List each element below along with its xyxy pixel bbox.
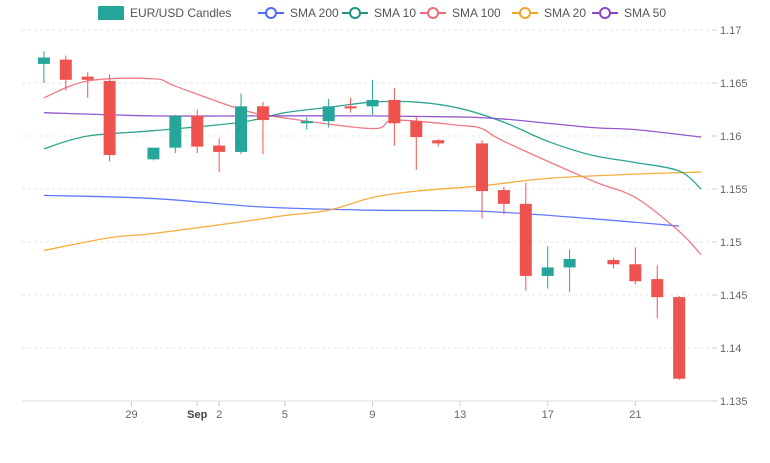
legend-item-sma20[interactable]: SMA 20 <box>512 6 586 20</box>
legend-item-candles[interactable]: EUR/USD Candles <box>98 6 231 20</box>
legend-label: SMA 20 <box>544 6 586 20</box>
y-tick-label: 1.15 <box>720 237 741 249</box>
legend-label: SMA 200 <box>290 6 339 20</box>
y-tick-label: 1.16 <box>720 131 741 143</box>
candle-body <box>563 258 576 268</box>
candle-body <box>497 190 510 204</box>
candle[interactable] <box>651 265 664 319</box>
x-tick-label: 21 <box>629 409 641 421</box>
candle[interactable] <box>213 138 226 173</box>
sma10-line <box>43 100 702 190</box>
y-tick-label: 1.165 <box>720 78 748 90</box>
candle-body <box>322 106 335 122</box>
candle[interactable] <box>103 74 116 162</box>
candle[interactable] <box>629 247 642 285</box>
candle[interactable] <box>169 114 182 153</box>
y-tick-label: 1.135 <box>720 396 748 408</box>
candle[interactable] <box>476 140 488 219</box>
candle-body <box>432 140 445 144</box>
candle-body <box>59 59 72 80</box>
grid <box>22 29 712 402</box>
candles <box>37 51 686 380</box>
legend-swatch-circle <box>427 7 439 19</box>
candle[interactable] <box>344 97 357 113</box>
candle[interactable] <box>256 102 269 155</box>
candle-body <box>366 99 379 107</box>
candle-body <box>519 203 532 276</box>
candle-body <box>541 267 554 276</box>
y-tick-label: 1.155 <box>720 184 748 196</box>
legend: EUR/USD Candles SMA 200 SMA 10 SMA 100 SMA 2… <box>98 6 666 20</box>
candle-body <box>81 76 94 80</box>
candle[interactable] <box>563 249 576 292</box>
candle[interactable] <box>607 257 620 269</box>
legend-item-sma50[interactable]: SMA 50 <box>592 6 666 20</box>
x-tick-label: 5 <box>282 409 288 421</box>
x-tick-label: 29 <box>125 409 137 421</box>
candle-body <box>191 115 204 147</box>
sma50-line <box>43 112 702 138</box>
candle[interactable] <box>147 147 160 161</box>
y-tick-label: 1.17 <box>720 25 741 37</box>
candle[interactable] <box>300 116 313 130</box>
candle-body <box>344 106 357 109</box>
candle-body <box>629 264 642 282</box>
legend-label: EUR/USD Candles <box>130 6 231 20</box>
candle[interactable] <box>322 98 335 128</box>
candle-body <box>169 115 182 148</box>
sma200-line <box>43 194 680 227</box>
candle[interactable] <box>37 51 50 83</box>
legend-label: SMA 10 <box>374 6 416 20</box>
candle[interactable] <box>519 182 532 291</box>
candle[interactable] <box>673 296 686 380</box>
x-tick-label: 17 <box>542 409 554 421</box>
sma20-line <box>43 171 702 252</box>
candle[interactable] <box>59 55 72 91</box>
candle-body <box>410 121 423 138</box>
legend-label: SMA 50 <box>624 6 666 20</box>
candle-body <box>213 145 226 152</box>
x-tick-label: 2 <box>216 409 222 421</box>
candle-body <box>147 147 160 160</box>
x-axis: 29 Sep 2 5 9 13 17 21 <box>125 401 641 421</box>
legend-swatch-circle <box>599 7 611 19</box>
candle-body <box>607 260 620 265</box>
y-tick-label: 1.14 <box>720 343 741 355</box>
candle-body <box>476 143 488 192</box>
x-tick-label: Sep <box>187 409 207 421</box>
candle[interactable] <box>497 186 510 215</box>
candle[interactable] <box>81 72 94 98</box>
candle[interactable] <box>541 246 554 289</box>
candle[interactable] <box>432 139 445 147</box>
candle[interactable] <box>235 93 248 155</box>
legend-swatch-circle <box>349 7 361 19</box>
candle[interactable] <box>388 88 401 146</box>
candle-body <box>103 80 116 156</box>
candle[interactable] <box>191 109 204 153</box>
y-axis: 1.17 1.165 1.16 1.155 1.15 1.145 1.14 1.135 <box>712 25 748 408</box>
legend-swatch-circle <box>519 7 531 19</box>
candle-body <box>256 106 269 121</box>
candle-body <box>673 297 686 379</box>
candle-body <box>651 279 664 298</box>
legend-swatch <box>98 6 124 20</box>
x-tick-label: 13 <box>454 409 466 421</box>
candle-body <box>300 121 313 124</box>
candle-body <box>235 106 248 152</box>
candle-body <box>37 57 50 64</box>
candle[interactable] <box>410 116 423 170</box>
legend-item-sma100[interactable]: SMA 100 <box>420 6 501 20</box>
y-tick-label: 1.145 <box>720 290 748 302</box>
candle[interactable] <box>366 79 379 115</box>
legend-label: SMA 100 <box>452 6 501 20</box>
legend-swatch-circle <box>265 7 277 19</box>
candle-body <box>388 99 401 124</box>
legend-item-sma10[interactable]: SMA 10 <box>342 6 416 20</box>
x-tick-label: 9 <box>369 409 375 421</box>
legend-item-sma200[interactable]: SMA 200 <box>258 6 339 20</box>
